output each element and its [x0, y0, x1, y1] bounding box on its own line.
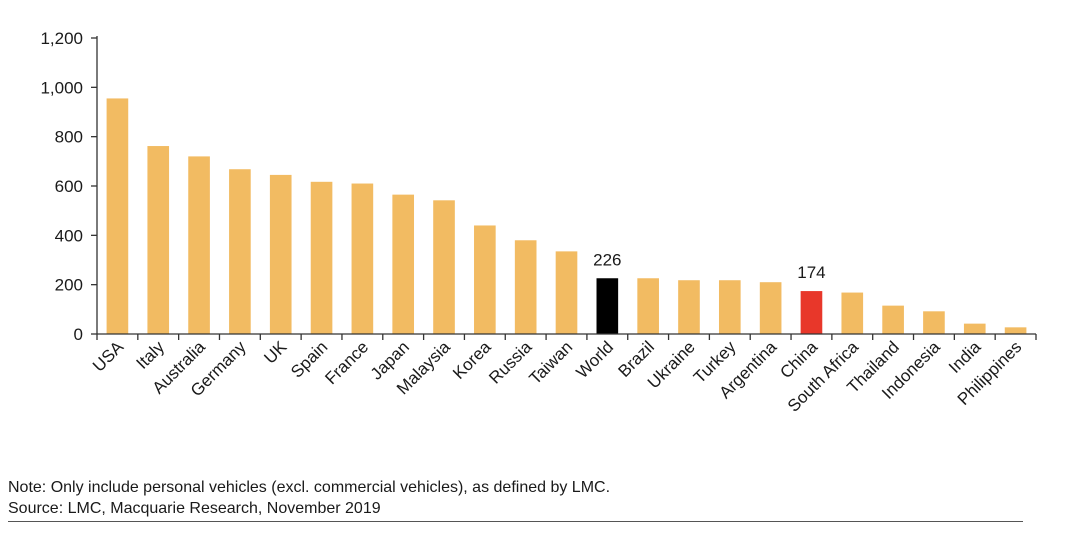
bar-indonesia — [923, 311, 945, 334]
bar-taiwan — [555, 251, 578, 334]
category-label: UK — [260, 337, 291, 368]
bar-philippines — [1004, 327, 1027, 334]
bar-spain — [310, 181, 333, 334]
bar-ukraine — [678, 280, 700, 334]
bar-france — [351, 183, 374, 334]
data-label-world: 226 — [593, 250, 621, 269]
bar-south-africa — [841, 292, 864, 334]
source-text: Source: LMC, Macquarie Research, Novembe… — [8, 500, 381, 517]
bar-malaysia — [433, 200, 455, 334]
data-labels: 226 174 — [593, 250, 826, 282]
y-tick-label: 1,200 — [40, 29, 83, 48]
y-tick-label: 0 — [74, 325, 83, 344]
category-label: France — [321, 337, 372, 388]
category-label: Russia — [485, 337, 536, 388]
chart-notes: Note: Only include personal vehicles (ex… — [8, 477, 610, 519]
y-tick-label: 800 — [55, 128, 83, 147]
y-axis: 0 200 400 600 800 1,000 1,200 — [40, 29, 98, 344]
bottom-divider — [8, 521, 1023, 522]
category-label: Italy — [133, 337, 169, 373]
bar-russia — [514, 240, 537, 334]
y-tick-label: 600 — [55, 177, 83, 196]
category-label: World — [573, 337, 618, 382]
bar-uk — [269, 174, 292, 334]
bar-japan — [392, 194, 415, 334]
y-tick-label: 1,000 — [40, 78, 83, 97]
bar-chart: 0 200 400 600 800 1,000 1,200 USA ItalyAustrali… — [40, 29, 1037, 416]
category-label: Taiwan — [525, 337, 576, 388]
bar-thailand — [882, 305, 904, 334]
bar-australia — [188, 156, 210, 334]
note-text: Note: Only include personal vehicles (ex… — [8, 479, 611, 496]
bar-india — [963, 323, 986, 334]
bar-italy — [147, 146, 170, 334]
bar-world — [596, 278, 619, 334]
bar-turkey — [718, 280, 741, 334]
bars — [106, 98, 1027, 334]
y-tick-label: 200 — [55, 276, 83, 295]
category-label: USA — [89, 337, 128, 376]
data-label-china: 174 — [797, 263, 825, 282]
bar-argentina — [759, 282, 782, 334]
y-tick-label: 400 — [55, 226, 83, 245]
bar-germany — [229, 169, 251, 334]
bar-korea — [474, 225, 496, 334]
bar-brazil — [637, 278, 659, 334]
bar-china — [800, 291, 823, 334]
bar-usa — [106, 98, 129, 334]
x-axis — [96, 333, 1037, 340]
